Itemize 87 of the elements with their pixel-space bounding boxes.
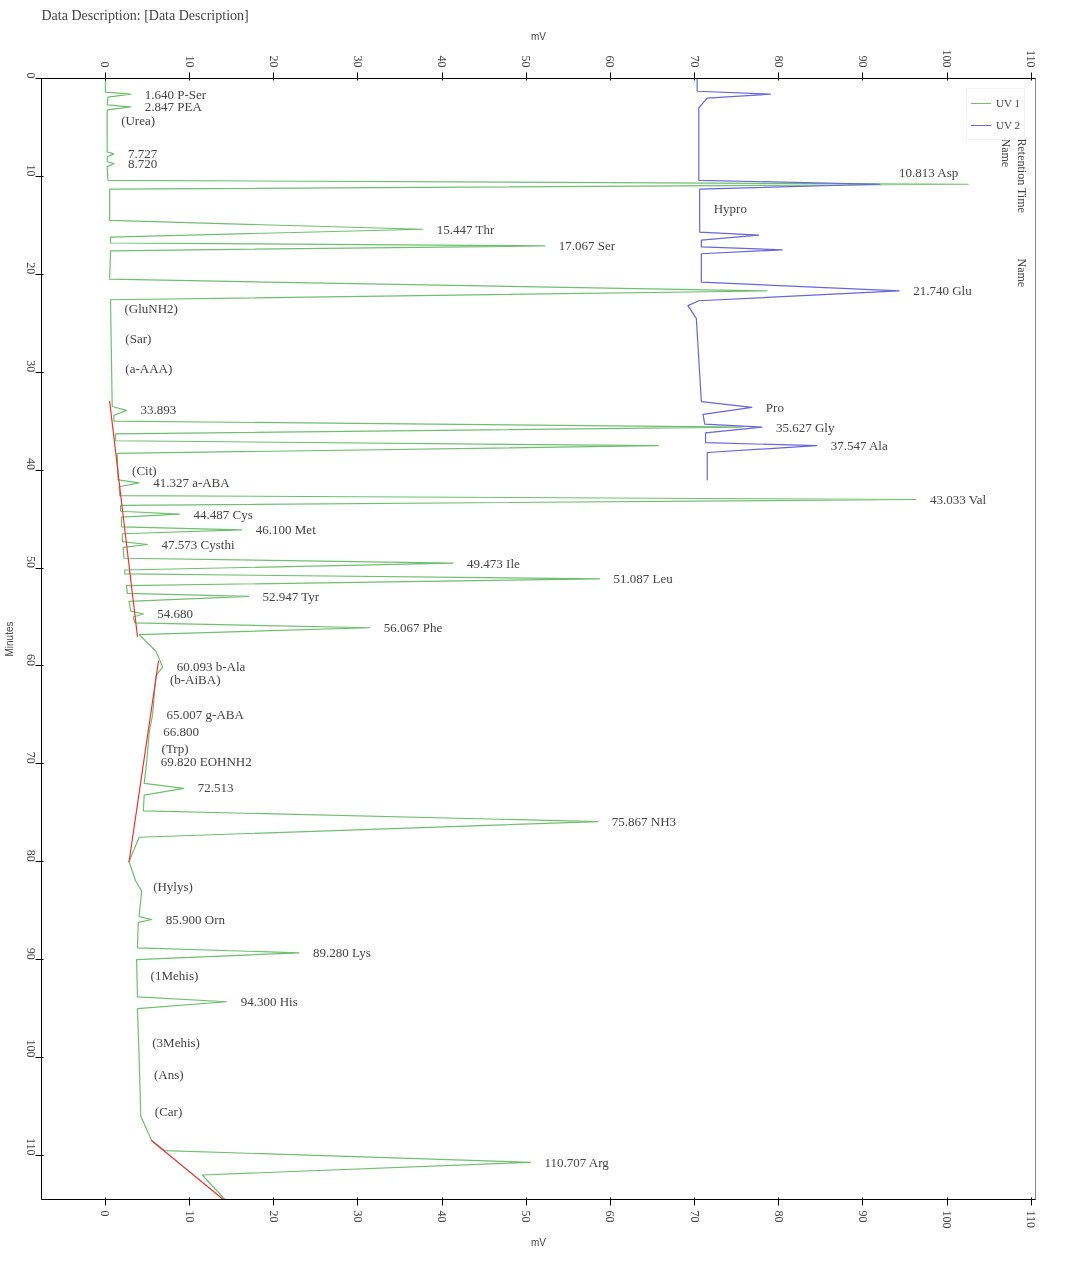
y-tick-label: 40	[23, 458, 38, 471]
x2-tick-label: 110	[1024, 1210, 1039, 1229]
y-tick-label: 70	[23, 751, 38, 764]
x-tick-label: 80	[771, 55, 786, 68]
legend-label: UV 2	[996, 119, 1020, 131]
annotation: 35.627 Gly	[775, 419, 835, 435]
x-tick-label: 70	[687, 55, 702, 68]
x-tick-label: 10	[182, 55, 197, 68]
y-tick-label: 80	[23, 849, 38, 862]
annotation: 75.867 NH3	[611, 814, 677, 830]
x-axis-title: mV	[531, 1236, 547, 1248]
x-tick-label: 40	[435, 55, 450, 68]
annotation: (Trp)	[161, 740, 189, 756]
annotation: 89.280 Lys	[313, 945, 371, 961]
annotation: 1.640 P-Ser	[144, 86, 207, 102]
y-tick-label: 50	[23, 556, 38, 569]
annotation: 7.727	[127, 145, 158, 161]
x-tick-label: 100	[940, 49, 955, 68]
x2-tick-label: 60	[603, 1210, 618, 1223]
annotation: 66.800	[163, 724, 199, 740]
chart-title: Data Description: [Data Description]	[41, 7, 249, 23]
annotation: (Cit)	[132, 462, 157, 478]
x2-tick-label: 20	[266, 1210, 281, 1223]
annotation: (a-AAA)	[125, 360, 173, 376]
annotation: 52.947 Tyr	[262, 588, 320, 604]
annotation: 43.033 Val	[929, 491, 987, 507]
annotation: Name	[998, 138, 1013, 168]
legend-label: UV 1	[996, 97, 1020, 109]
y-tick-label: 30	[23, 360, 38, 373]
annotation: 47.573 Cysthi	[161, 537, 235, 553]
y-tick-label: 0	[23, 72, 38, 79]
x2-tick-label: 50	[519, 1210, 534, 1223]
annotation: (3Mehis)	[152, 1035, 200, 1051]
y-tick-label: 110	[23, 1137, 38, 1156]
annotation: 56.067 Phe	[383, 620, 443, 636]
y-tick-label: 100	[23, 1039, 38, 1058]
y-axis-title: Minutes	[3, 621, 15, 657]
y-tick-label: 90	[23, 947, 38, 960]
annotation: 72.513	[197, 780, 234, 796]
annotation: (Ans)	[153, 1066, 184, 1082]
annotation: Name	[1014, 258, 1029, 288]
x-tick-label: 110	[1024, 49, 1039, 68]
annotation: 21.740 Glu	[913, 283, 973, 299]
annotation: (Sar)	[125, 331, 152, 347]
annotation: 65.007 g-ABA	[166, 707, 245, 723]
annotation: 110.707 Arg	[544, 1154, 610, 1170]
x2-tick-label: 70	[687, 1210, 702, 1223]
x-tick-label: 60	[603, 55, 618, 68]
x-tick-label: 0	[98, 61, 113, 68]
annotation: 2.847 PEA	[144, 99, 203, 115]
annotation: Hypro	[713, 201, 747, 217]
x2-tick-label: 0	[98, 1210, 113, 1217]
annotation: (Hylys)	[153, 878, 193, 894]
annotation: 85.900 Orn	[165, 911, 226, 927]
x2-tick-label: 40	[435, 1210, 450, 1223]
annotation: Pro	[765, 399, 784, 415]
annotation: 51.087 Leu	[613, 571, 674, 587]
annotation: 46.100 Met	[255, 522, 317, 538]
annotation: 33.893	[140, 402, 177, 418]
annotation: 17.067 Ser	[558, 238, 616, 254]
x2-tick-label: 90	[855, 1210, 870, 1223]
annotation: (Car)	[154, 1103, 183, 1119]
annotation: 60.093 b-Ala	[176, 659, 246, 675]
x-tick-label: 90	[855, 55, 870, 68]
x2-tick-label: 100	[940, 1210, 955, 1229]
x2-axis-title: mV	[531, 30, 547, 42]
annotation: 94.300 His	[240, 994, 298, 1010]
y-tick-label: 60	[23, 653, 38, 666]
annotation: (GluNH2)	[124, 301, 178, 317]
annotation: 49.473 Ile	[467, 555, 521, 571]
x-tick-label: 50	[519, 55, 534, 68]
y-tick-label: 20	[23, 262, 38, 275]
y-tick-label: 10	[23, 164, 38, 177]
annotation: (1Mehis)	[150, 967, 199, 983]
annotation: 54.680	[157, 606, 194, 622]
annotation: (Urea)	[121, 113, 156, 129]
x-tick-label: 20	[266, 55, 281, 68]
x-tick-label: 30	[350, 55, 365, 68]
annotation: (b-AiBA)	[169, 672, 221, 688]
annotation: 15.447 Thr	[436, 221, 495, 237]
annotation: 44.487 Cys	[193, 506, 253, 522]
annotation: Retention Time	[1014, 138, 1029, 213]
x2-tick-label: 30	[350, 1210, 365, 1223]
annotation: 37.547 Ala	[830, 438, 888, 454]
annotation: 10.813 Asp	[898, 164, 959, 180]
x2-tick-label: 10	[182, 1210, 197, 1223]
x2-tick-label: 80	[771, 1210, 786, 1223]
